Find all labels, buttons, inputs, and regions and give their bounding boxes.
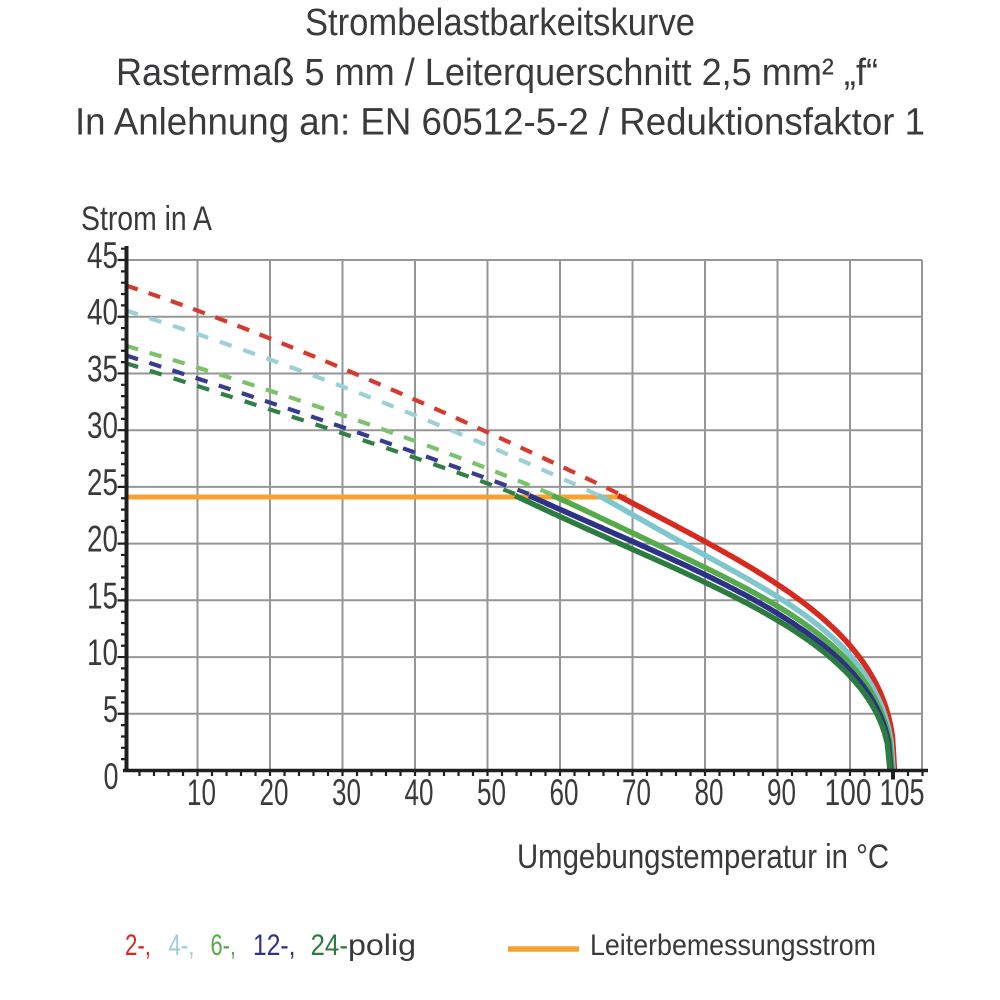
svg-text:Rastermaß 5 mm / Leiterquersch: Rastermaß 5 mm / Leiterquerschnitt 2,5 m… bbox=[116, 52, 878, 94]
svg-text:60: 60 bbox=[550, 772, 579, 813]
svg-text:24-: 24- bbox=[311, 929, 349, 962]
svg-text:30: 30 bbox=[87, 405, 118, 446]
svg-text:50: 50 bbox=[477, 772, 506, 813]
svg-text:Umgebungstemperatur in °C: Umgebungstemperatur in °C bbox=[517, 838, 889, 876]
svg-text:Strombelastbarkeitskurve: Strombelastbarkeitskurve bbox=[305, 2, 695, 44]
svg-text:25: 25 bbox=[87, 462, 118, 503]
svg-text:30: 30 bbox=[332, 772, 361, 813]
svg-text:35: 35 bbox=[87, 349, 118, 390]
svg-text:Strom in A: Strom in A bbox=[81, 200, 212, 238]
svg-text:90: 90 bbox=[767, 772, 796, 813]
svg-text:5: 5 bbox=[103, 689, 118, 730]
svg-text:45: 45 bbox=[87, 235, 118, 276]
svg-text:4-,: 4-, bbox=[169, 929, 195, 962]
svg-text:6-,: 6-, bbox=[211, 929, 237, 962]
svg-text:Leiterbemessungsstrom: Leiterbemessungsstrom bbox=[590, 929, 876, 962]
svg-text:20: 20 bbox=[87, 519, 118, 560]
svg-text:40: 40 bbox=[405, 772, 434, 813]
svg-text:70: 70 bbox=[622, 772, 651, 813]
svg-text:105: 105 bbox=[880, 772, 925, 813]
svg-text:2-,: 2-, bbox=[125, 929, 151, 962]
svg-text:polig: polig bbox=[348, 929, 416, 962]
svg-text:20: 20 bbox=[260, 772, 289, 813]
svg-text:In Anlehnung an: EN 60512-5-2: In Anlehnung an: EN 60512-5-2 / Reduktio… bbox=[75, 102, 925, 144]
svg-text:0: 0 bbox=[104, 756, 119, 797]
svg-text:80: 80 bbox=[695, 772, 724, 813]
svg-text:12-,: 12-, bbox=[253, 929, 296, 962]
svg-text:15: 15 bbox=[87, 575, 118, 616]
svg-text:40: 40 bbox=[87, 292, 118, 333]
svg-text:100: 100 bbox=[825, 772, 872, 813]
svg-text:10: 10 bbox=[187, 772, 216, 813]
svg-text:10: 10 bbox=[87, 632, 118, 673]
